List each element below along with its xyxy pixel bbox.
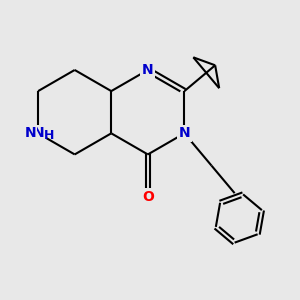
Text: O: O [142,190,154,204]
Text: N: N [32,126,44,140]
Text: N: N [25,126,36,140]
Text: N: N [178,126,190,140]
Text: H: H [44,129,54,142]
Text: N: N [142,63,154,77]
